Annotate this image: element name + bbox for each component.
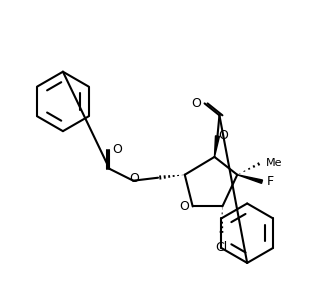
Text: O: O [192,97,202,110]
Text: F: F [267,175,274,188]
Text: O: O [129,172,139,185]
Text: Cl: Cl [215,241,228,254]
Text: O: O [219,129,228,141]
Polygon shape [214,136,220,157]
Text: Me: Me [266,158,283,168]
Polygon shape [237,175,262,183]
Text: O: O [179,200,189,213]
Text: O: O [112,144,122,157]
